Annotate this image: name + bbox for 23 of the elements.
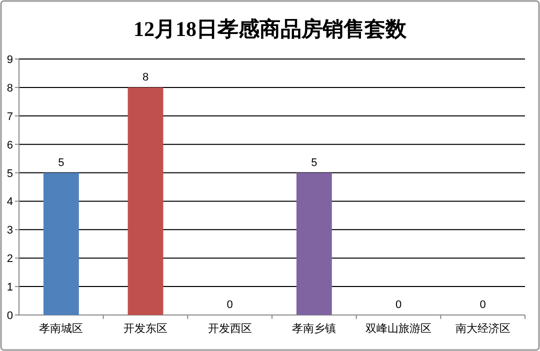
y-tick-label: 8 — [6, 82, 13, 94]
y-tick-label: 5 — [6, 168, 13, 180]
chart-title: 12月18日孝感商品房销售套数 — [134, 17, 408, 41]
x-tick-label: 南大经济区 — [455, 322, 510, 335]
data-label: 0 — [395, 299, 402, 311]
x-tick-label: 孝南乡镇 — [292, 322, 336, 335]
y-tick-label: 9 — [6, 54, 13, 66]
x-tick-label: 开发东区 — [124, 322, 168, 335]
y-tick-label: 6 — [6, 139, 13, 152]
data-label: 5 — [311, 156, 318, 169]
y-tick-label: 4 — [6, 196, 13, 208]
x-tick-label: 孝南城区 — [39, 322, 84, 335]
y-tick-label: 7 — [6, 110, 13, 123]
data-label: 8 — [142, 71, 149, 84]
x-tick-label: 开发西区 — [208, 323, 252, 335]
data-label: 5 — [58, 156, 64, 169]
data-label: 0 — [480, 299, 486, 311]
data-label: 0 — [226, 299, 233, 311]
y-tick-label: 1 — [6, 282, 13, 294]
y-tick-label: 3 — [6, 224, 13, 237]
y-tick-label: 0 — [6, 310, 13, 322]
x-tick-label: 双峰山旅游区 — [366, 322, 432, 335]
y-tick-label: 2 — [6, 253, 13, 266]
